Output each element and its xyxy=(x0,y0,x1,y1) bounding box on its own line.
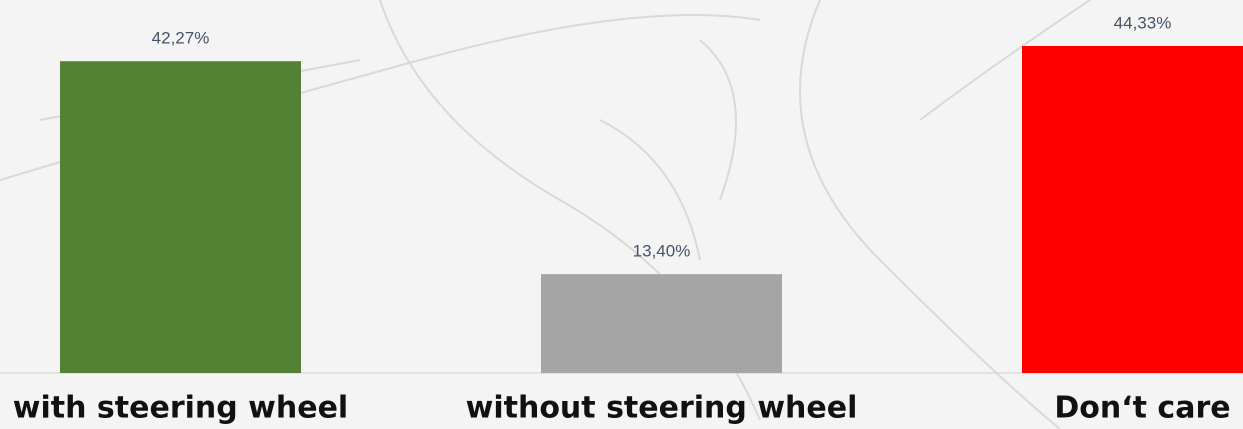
value-label: 42,27% xyxy=(152,29,210,48)
bar xyxy=(541,274,782,373)
x-tick-label: without steering wheel xyxy=(466,391,858,426)
x-tick-label: with steering wheel xyxy=(13,391,348,426)
value-label: 13,40% xyxy=(633,242,691,261)
bar xyxy=(1022,46,1243,373)
x-tick-label: Don‘t care xyxy=(1054,391,1230,426)
bar xyxy=(60,61,301,373)
value-label: 44,33% xyxy=(1114,13,1172,32)
